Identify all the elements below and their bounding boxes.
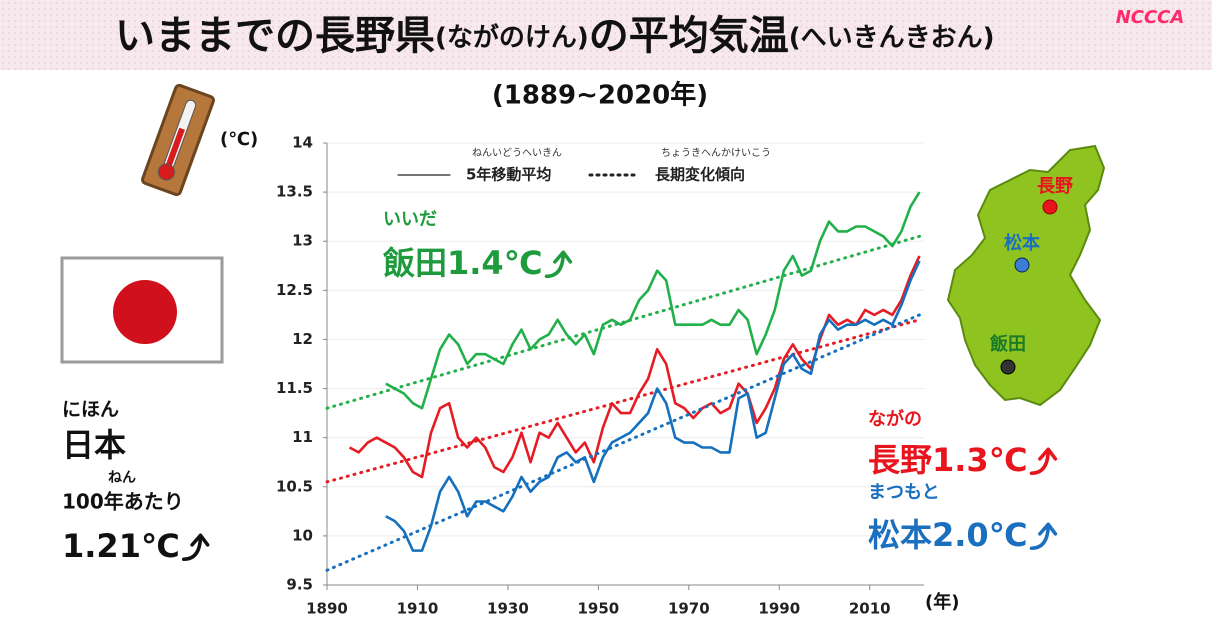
y-unit: (℃) xyxy=(220,129,258,150)
japan-flag xyxy=(60,256,224,364)
annotation-ruby: ながの xyxy=(868,408,922,430)
up-arrow-icon xyxy=(1029,447,1058,476)
trend-line xyxy=(325,313,921,572)
chart-title: いままでの長野県(ながのけん)の平均気温(へいきんきおん) xyxy=(115,13,995,59)
y-tick-label: 13.5 xyxy=(276,183,313,201)
subtitle: (1889~2020年) xyxy=(492,80,708,111)
x-tick-label: 1910 xyxy=(397,600,439,618)
annotation-label: 松本2.0℃ xyxy=(868,516,1027,554)
legend-ruby: ちょうきへんかけいこう xyxy=(661,147,771,159)
thermometer-icon xyxy=(141,83,215,197)
japan-name: 日本 xyxy=(62,426,126,464)
y-tick-label: 11.5 xyxy=(276,379,313,397)
x-tick-label: 2010 xyxy=(849,600,891,618)
y-tick-label: 9.5 xyxy=(286,576,313,594)
map-label: 飯田 xyxy=(989,333,1026,355)
y-tick-label: 11 xyxy=(292,428,313,446)
annotation-ruby: まつもと xyxy=(868,482,940,503)
y-tick-label: 12.5 xyxy=(276,281,313,299)
title-part: (へいきんきおん) xyxy=(789,23,995,53)
annotation-label: 飯田1.4℃ xyxy=(383,244,542,282)
map-label: 松本 xyxy=(1004,232,1040,254)
up-arrow-icon xyxy=(1029,522,1058,551)
x-tick-label: 1890 xyxy=(306,600,348,618)
title-part: いままでの長野県 xyxy=(115,13,435,59)
series-line xyxy=(385,191,921,410)
series-line xyxy=(385,260,921,552)
y-tick-label: 13 xyxy=(292,232,313,250)
up-arrow-icon xyxy=(181,533,210,562)
y-tick-label: 14 xyxy=(292,134,313,152)
title-part: (ながのけん) xyxy=(435,22,589,53)
y-tick-label: 12 xyxy=(292,330,313,348)
title-band xyxy=(0,0,1212,70)
x-tick-label: 1930 xyxy=(487,600,529,618)
trend-line xyxy=(325,318,921,484)
up-arrow-icon xyxy=(544,250,573,279)
japan-value: 1.21℃ xyxy=(62,527,180,565)
x-tick-label: 1970 xyxy=(668,600,710,618)
y-tick-label: 10.5 xyxy=(276,477,313,495)
japan-ruby: にほん xyxy=(62,399,119,421)
japan-per: 100年あたり xyxy=(62,490,184,514)
title-part: の平均気温 xyxy=(589,13,789,59)
x-tick-label: 1950 xyxy=(577,600,619,618)
map-label: 長野 xyxy=(1037,176,1073,197)
annotation-ruby: いいだ xyxy=(383,209,437,230)
legend-ruby: ねんいどうへいきん xyxy=(472,147,562,159)
legend-label: 5年移動平均 xyxy=(466,166,551,184)
nagano-map xyxy=(946,144,1106,407)
logo: NCCCA xyxy=(1116,7,1185,28)
x-unit: (年) xyxy=(925,591,959,613)
y-tick-label: 10 xyxy=(292,526,313,544)
annotation-label: 長野1.3℃ xyxy=(868,441,1027,479)
legend-label: 長期変化傾向 xyxy=(655,166,745,184)
japan-ruby2: ねん xyxy=(108,470,136,486)
x-tick-label: 1990 xyxy=(758,600,800,618)
